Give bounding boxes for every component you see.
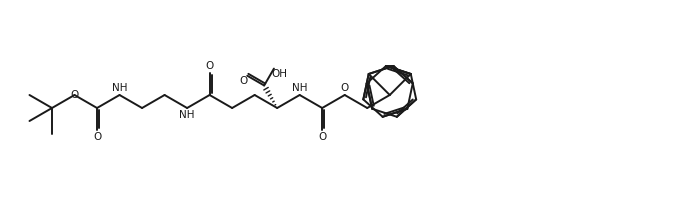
Text: O: O — [93, 132, 101, 142]
Text: NH: NH — [292, 83, 308, 93]
Text: O: O — [239, 76, 247, 86]
Text: NH: NH — [112, 83, 127, 93]
Text: O: O — [206, 61, 214, 71]
Text: O: O — [341, 83, 349, 93]
Text: NH: NH — [179, 110, 195, 120]
Text: O: O — [318, 132, 327, 142]
Text: O: O — [70, 90, 78, 100]
Text: OH: OH — [271, 69, 287, 79]
